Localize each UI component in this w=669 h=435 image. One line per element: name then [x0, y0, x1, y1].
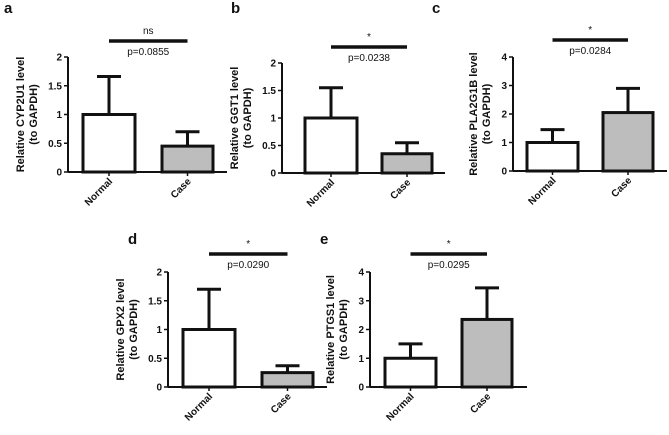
- y-tick-label: 2: [358, 325, 364, 336]
- y-tick-label: 1: [56, 110, 62, 121]
- y-tick-label: 1: [358, 354, 364, 365]
- significance-label: *: [367, 32, 371, 43]
- y-tick-label: 3: [501, 81, 507, 92]
- panel-letter: a: [4, 0, 13, 17]
- y-tick-label: 2: [270, 59, 276, 70]
- y-tick-label: 0.5: [148, 354, 162, 365]
- y-tick-label: 1: [501, 138, 507, 149]
- x-tick-label: Normal: [83, 176, 115, 208]
- p-value: p=0.0295: [428, 260, 470, 271]
- y-tick-label: 0: [56, 168, 62, 179]
- bar-case: [380, 152, 434, 175]
- x-tick-label: Case: [388, 177, 413, 202]
- y-tick-label: 0.5: [48, 139, 62, 150]
- significance-label: *: [246, 239, 250, 250]
- y-tick-label: 1: [270, 114, 276, 125]
- y-tick-label: 0.5: [262, 141, 276, 152]
- bar-normal: [181, 328, 237, 389]
- x-tick-label: Normal: [526, 175, 558, 207]
- bar-case: [160, 144, 215, 174]
- y-tick-label: 2: [156, 268, 162, 279]
- y-tick-label: 4: [501, 53, 507, 64]
- y-axis-label: (to GAPDH): [242, 87, 254, 148]
- x-tick-label: Case: [609, 175, 634, 200]
- y-axis-label: Relative CYP2U1 level: [15, 57, 27, 173]
- y-tick-label: 0: [156, 383, 162, 394]
- bar-case: [460, 317, 514, 389]
- bar-normal: [383, 356, 438, 389]
- y-tick-label: 3: [358, 296, 364, 307]
- x-tick-label: Case: [169, 176, 194, 201]
- bar-normal: [81, 113, 137, 174]
- panel-letter: e: [320, 231, 328, 248]
- y-tick-label: 2: [501, 110, 507, 121]
- x-tick-label: Normal: [384, 391, 416, 423]
- y-tick-label: 0: [270, 169, 276, 180]
- panel-letter: d: [128, 231, 137, 248]
- y-axis-label: (to GAPDH): [338, 299, 350, 360]
- bar-case: [260, 371, 315, 389]
- y-tick-label: 0: [501, 167, 507, 178]
- significance-label: *: [447, 239, 451, 250]
- bar-normal: [303, 116, 359, 175]
- significance-label: *: [588, 25, 592, 36]
- y-axis-label: (to GAPDH): [28, 84, 40, 145]
- y-axis-label: Relative PTGS1 level: [325, 275, 337, 384]
- y-axis-label: Relative GPX2 level: [115, 278, 127, 380]
- p-value: p=0.0238: [348, 53, 390, 64]
- significance-label: ns: [143, 26, 154, 37]
- y-tick-label: 2: [56, 53, 62, 64]
- y-tick-label: 1: [156, 325, 162, 336]
- x-tick-label: Case: [468, 391, 493, 416]
- y-tick-label: 4: [358, 268, 364, 279]
- x-tick-label: Normal: [183, 391, 215, 423]
- y-tick-label: 1.5: [48, 81, 62, 92]
- bar-case: [601, 111, 655, 173]
- y-axis-label: (to GAPDH): [128, 299, 140, 360]
- y-axis-label: Relative GGT1 level: [229, 67, 241, 170]
- x-tick-label: Case: [269, 391, 294, 416]
- p-value: p=0.0284: [569, 46, 611, 57]
- y-tick-label: 1.5: [148, 296, 162, 307]
- y-tick-label: 1.5: [262, 86, 276, 97]
- y-axis-label: Relative PLA2G1B level: [468, 52, 480, 176]
- panel-letter: b: [231, 0, 240, 17]
- y-tick-label: 0: [358, 383, 364, 394]
- panel-letter: c: [432, 0, 440, 17]
- p-value: p=0.0290: [227, 260, 269, 271]
- bar-normal: [525, 141, 580, 173]
- x-tick-label: Normal: [305, 177, 337, 209]
- p-value: p=0.0855: [127, 47, 169, 58]
- y-axis-label: (to GAPDH): [481, 83, 493, 144]
